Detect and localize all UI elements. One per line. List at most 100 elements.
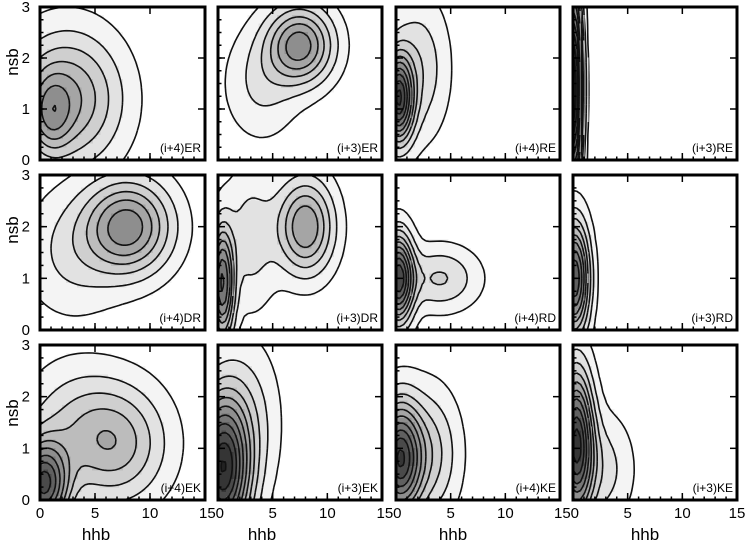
x-tick-label: 10 — [674, 505, 691, 522]
x-tick-label: 15 — [729, 505, 746, 522]
contour-line-level-6 — [573, 398, 590, 494]
x-tick-label: 5 — [623, 505, 631, 522]
contour-line-level-5 — [285, 31, 312, 61]
contour-line-level-1 — [218, 175, 338, 330]
contour-line-level-0 — [396, 365, 467, 500]
y-tick-label: 1 — [22, 440, 30, 457]
contour-fill-level-9 — [396, 452, 404, 466]
contour-line-level-6 — [396, 67, 411, 127]
contour-line-level-2 — [396, 39, 424, 150]
panel-frame — [216, 343, 384, 502]
contour-line-level-1 — [218, 359, 269, 500]
panel-label-(i+4)ER: (i+4)ER — [160, 141, 201, 155]
contour-line-level-8 — [396, 437, 411, 480]
contour-line-level-9 — [396, 449, 406, 468]
contour-line-level-3 — [396, 48, 419, 143]
panel-background — [573, 7, 737, 160]
contour-fill-level-5 — [107, 209, 142, 245]
panel-label-(i+3)KE: (i+3)KE — [693, 481, 733, 495]
panel-(i+4)RD: (i+4)RD — [394, 173, 562, 332]
y-tick-label: 0 — [22, 152, 30, 169]
x-tick-label-joint: 150 — [199, 505, 224, 522]
contour-line-level-6 — [573, 249, 583, 308]
contour-line-level-7 — [396, 73, 408, 121]
panel-(i+3)EK: (i+3)EK — [216, 343, 384, 502]
x-axis-title-col-3: hhb — [631, 525, 659, 544]
panels-group: (i+4)ER (i+3)ER (i+4)RE (i+3)RE (i+4)DR (i+3)… — [38, 5, 739, 502]
contour-line-level-5 — [107, 209, 144, 246]
y-tick-label: 1 — [22, 101, 30, 118]
panel-(i+3)RD: (i+3)RD — [571, 173, 739, 332]
panel-background — [573, 175, 737, 330]
contour-line-level-0 — [573, 189, 599, 330]
contour-line-level-10 — [220, 460, 227, 473]
contour-line-level-1 — [50, 175, 179, 288]
panel-label-(i+3)EK: (i+3)EK — [338, 481, 378, 495]
contour-line-level-4 — [277, 23, 319, 70]
contour-line-level-7 — [220, 272, 225, 293]
panel-label-(i+4)RE: (i+4)RE — [515, 141, 556, 155]
contour-line-level-4 — [40, 430, 117, 500]
panel-frame — [38, 343, 207, 502]
panel-(i+4)DR: (i+4)DR — [38, 173, 207, 332]
y-axis-title-row-1: nsb — [3, 216, 22, 243]
contour-line-level-4 — [573, 381, 595, 500]
x-axis-title-col-0: hhb — [82, 525, 110, 544]
contour-line-level-5 — [218, 405, 248, 500]
panel-frame — [216, 5, 384, 162]
panel-frame — [216, 173, 384, 332]
contour-line-level-2 — [396, 229, 449, 328]
panel-label-(i+4)KE: (i+4)KE — [516, 481, 556, 495]
x-tick-label: 10 — [142, 505, 159, 522]
contour-line-level-5 — [573, 241, 585, 316]
contour-line-level-5 — [396, 246, 412, 311]
contour-line-level-3 — [85, 190, 161, 265]
x-tick-label-joint: 150 — [376, 505, 401, 522]
panel-frame — [394, 5, 562, 162]
panel-frame — [571, 343, 739, 502]
panel-label-(i+3)DR: (i+3)DR — [336, 311, 378, 325]
contour-line-level-5 — [40, 84, 71, 131]
contour-line-level-0 — [224, 7, 351, 139]
contour-line-level-4 — [396, 55, 415, 138]
contour-line-level-7 — [396, 257, 408, 300]
panel-(i+3)KE: (i+3)KE — [571, 343, 739, 502]
contour-line-level-2 — [40, 46, 110, 159]
contour-line-level-2 — [40, 392, 151, 500]
x-axis-title-col-1: hhb — [248, 525, 276, 544]
contour-line-level-5 — [40, 447, 66, 500]
panel-(i+3)ER: (i+3)ER — [216, 5, 384, 162]
contour-line-level-4 — [96, 199, 153, 257]
contour-line-level-7 — [573, 406, 588, 485]
panel-(i+4)ER: (i+4)ER — [38, 5, 207, 162]
contour-line-level-0 — [396, 208, 486, 330]
contour-line-level-4 — [218, 396, 252, 500]
contour-line-level-1 — [396, 21, 438, 158]
y-tick-label: 3 — [22, 337, 30, 354]
panel-frame — [38, 173, 207, 332]
contour-line-level-3 — [218, 387, 256, 500]
panel-(i+3)DR: (i+3)DR — [216, 173, 384, 332]
x-tick-label: 10 — [497, 505, 514, 522]
y-tick-label: 3 — [22, 167, 30, 184]
panel-(i+4)KE: (i+4)KE — [394, 343, 562, 502]
x-tick-label: 10 — [319, 505, 336, 522]
contour-line-level-2 — [396, 393, 443, 500]
contour-line-level-6 — [396, 422, 418, 495]
y-tick-label: 2 — [22, 50, 30, 67]
contour-line-level-0 — [260, 345, 283, 500]
panel-(i+4)RE: (i+4)RE — [394, 5, 562, 162]
contour-line-level-2 — [260, 8, 332, 87]
contour-line-level-0 — [589, 345, 635, 500]
x-tick-label: 0 — [36, 505, 44, 522]
x-tick-label-joint: 150 — [554, 505, 579, 522]
panel-(i+3)RE: (i+3)RE — [571, 5, 739, 162]
panel-frame — [394, 343, 562, 502]
contour-line-level-8 — [396, 79, 406, 115]
contour-line-level-1 — [245, 7, 339, 107]
x-axis-title-col-2: hhb — [439, 525, 467, 544]
panel-frame — [38, 5, 207, 162]
panel-label-(i+3)RE: (i+3)RE — [692, 141, 733, 155]
contour-line-level-3 — [40, 408, 137, 500]
contour-line-level-5 — [396, 61, 413, 132]
